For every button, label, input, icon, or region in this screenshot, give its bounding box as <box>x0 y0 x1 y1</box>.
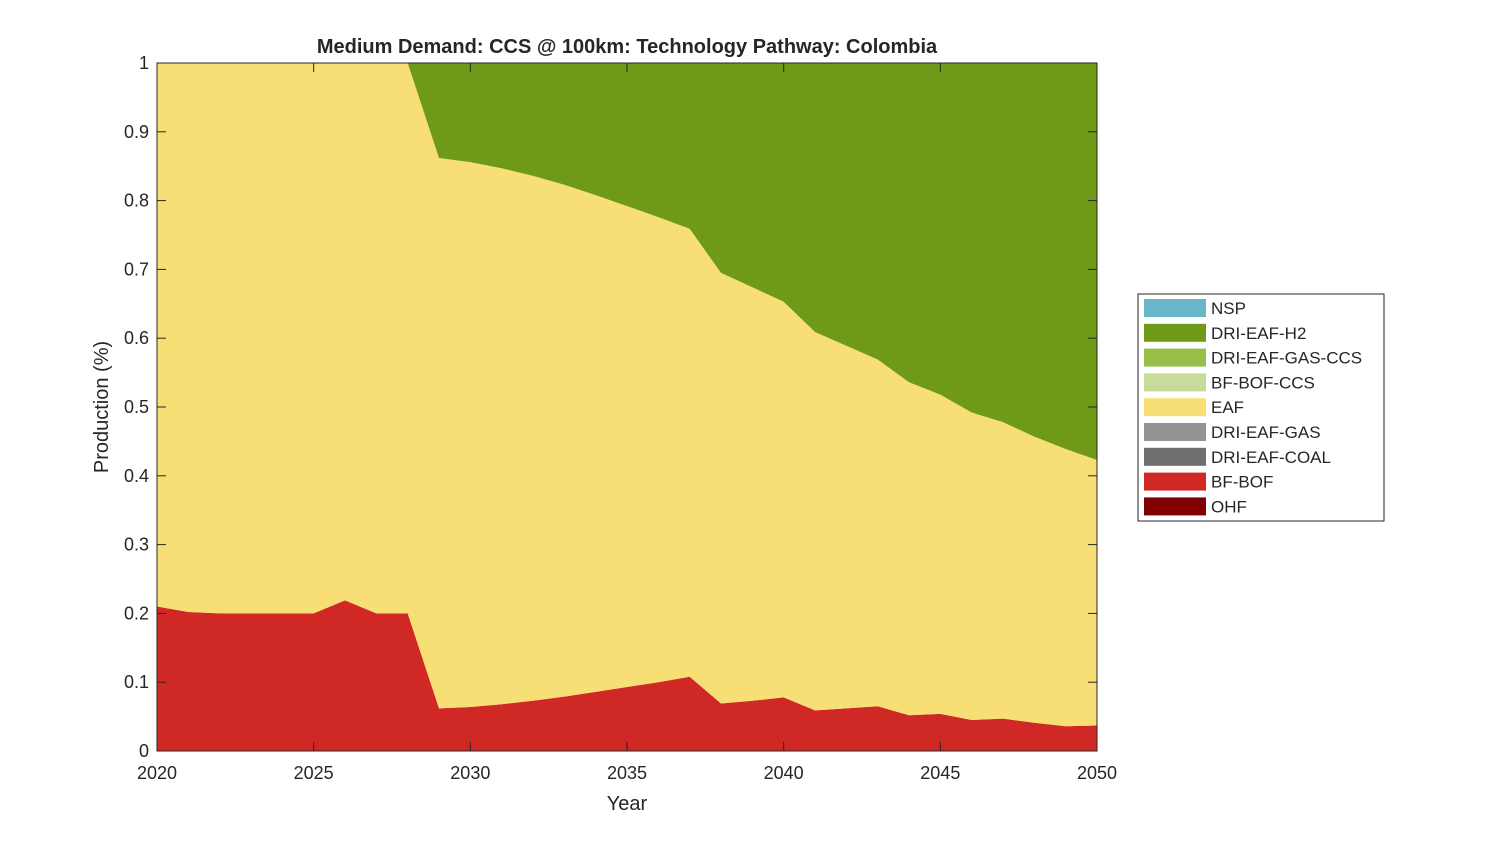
y-tick-label: 0.9 <box>124 122 149 142</box>
y-tick-label: 0 <box>139 741 149 761</box>
x-axis-label: Year <box>607 793 648 815</box>
legend-swatch <box>1144 299 1206 317</box>
x-tick-label: 2020 <box>137 763 177 783</box>
legend-swatch <box>1144 497 1206 516</box>
chart-title: Medium Demand: CCS @ 100km: Technology P… <box>317 36 938 58</box>
legend-label: NSP <box>1211 299 1246 318</box>
legend-label: DRI-EAF-GAS <box>1211 423 1321 442</box>
legend-label: EAF <box>1211 398 1244 417</box>
legend-label: DRI-EAF-GAS-CCS <box>1211 349 1362 368</box>
legend-label: DRI-EAF-COAL <box>1211 448 1331 467</box>
y-tick-label: 0.3 <box>124 535 149 555</box>
y-tick-label: 0.2 <box>124 603 149 623</box>
y-tick-label: 1 <box>139 53 149 73</box>
y-axis-label: Production (%) <box>91 341 113 473</box>
legend-label: BF-BOF <box>1211 473 1273 492</box>
legend: NSP DRI-EAF-H2 DRI-EAF-GAS-CCS BF-BOF-CCS EA… <box>1137 293 1385 522</box>
x-tick-label: 2050 <box>1077 763 1117 783</box>
legend-swatch <box>1144 472 1206 491</box>
x-tick-label: 2045 <box>920 763 960 783</box>
legend-swatch <box>1144 398 1206 417</box>
x-tick-label: 2040 <box>764 763 804 783</box>
legend-label: BF-BOF-CCS <box>1211 373 1315 392</box>
area-eaf <box>157 63 1097 727</box>
legend-swatch <box>1144 348 1206 367</box>
y-tick-label: 0.7 <box>124 259 149 279</box>
area-dri-eaf-h2 <box>157 63 1097 460</box>
x-tick-label: 2025 <box>294 763 334 783</box>
y-tick-label: 0.4 <box>124 466 149 486</box>
legend-swatch <box>1144 323 1206 342</box>
y-tick-label: 0.6 <box>124 328 149 348</box>
legend-swatch <box>1144 423 1206 441</box>
y-tick-label: 0.5 <box>124 397 149 417</box>
legend-swatch <box>1144 447 1206 466</box>
area-bf-bof <box>157 600 1097 751</box>
y-tick-label: 0.1 <box>124 672 149 692</box>
y-tick-label: 0.8 <box>124 191 149 211</box>
legend-label: DRI-EAF-H2 <box>1211 324 1306 343</box>
x-tick-label: 2035 <box>607 763 647 783</box>
legend-label: OHF <box>1211 497 1247 516</box>
legend-swatch <box>1144 373 1206 392</box>
x-tick-label: 2030 <box>450 763 490 783</box>
